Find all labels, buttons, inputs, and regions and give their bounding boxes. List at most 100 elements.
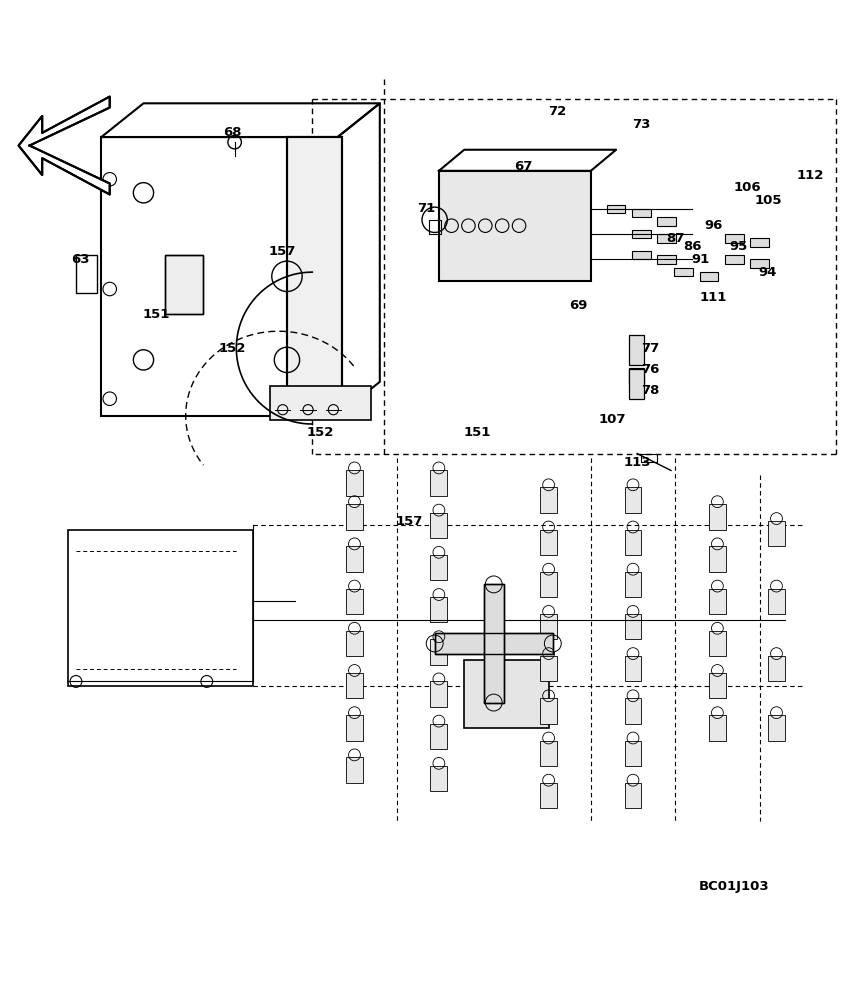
Bar — [725, 234, 744, 243]
Bar — [439, 171, 591, 281]
Bar — [287, 137, 342, 399]
Bar — [346, 546, 363, 572]
Text: 151: 151 — [463, 426, 490, 439]
Bar — [430, 724, 447, 749]
Bar — [700, 272, 718, 281]
Bar — [484, 584, 504, 703]
Bar — [632, 251, 651, 259]
Bar — [629, 335, 644, 365]
Polygon shape — [19, 97, 110, 194]
Bar — [709, 631, 726, 656]
Text: 107: 107 — [598, 413, 625, 426]
Bar — [625, 572, 641, 597]
Text: 106: 106 — [733, 181, 760, 194]
Bar — [270, 386, 371, 420]
Bar — [68, 530, 253, 686]
Text: 76: 76 — [641, 363, 659, 376]
Text: 69: 69 — [569, 299, 587, 312]
Bar — [76, 255, 97, 293]
Bar — [287, 137, 342, 399]
Bar — [607, 205, 625, 213]
Bar — [768, 715, 785, 741]
Text: 151: 151 — [143, 308, 170, 321]
Bar — [625, 614, 641, 639]
Bar — [430, 681, 447, 707]
Text: 112: 112 — [797, 169, 824, 182]
Bar — [657, 255, 676, 264]
Bar — [641, 454, 657, 462]
Text: 105: 105 — [755, 194, 782, 207]
Bar — [725, 255, 744, 264]
Bar — [657, 217, 676, 226]
Bar — [540, 783, 557, 808]
Bar — [709, 504, 726, 530]
Bar — [629, 368, 644, 384]
Bar — [540, 656, 557, 681]
Text: 77: 77 — [641, 342, 659, 355]
Bar — [346, 470, 363, 496]
Bar — [430, 597, 447, 622]
Bar — [101, 137, 338, 416]
Text: 94: 94 — [759, 266, 777, 279]
Bar — [165, 255, 203, 314]
Text: BC01J103: BC01J103 — [699, 880, 770, 893]
Bar — [625, 698, 641, 724]
Bar — [629, 369, 644, 399]
Text: 111: 111 — [700, 291, 727, 304]
Bar — [429, 220, 441, 234]
Text: 78: 78 — [641, 384, 659, 397]
Bar — [709, 715, 726, 741]
Bar — [540, 741, 557, 766]
Text: 113: 113 — [624, 456, 651, 469]
Text: 72: 72 — [548, 105, 566, 118]
Bar — [346, 589, 363, 614]
Bar — [657, 234, 676, 243]
Text: 87: 87 — [666, 232, 684, 245]
Bar — [540, 572, 557, 597]
Bar — [709, 546, 726, 572]
Text: 96: 96 — [704, 219, 722, 232]
Bar — [625, 741, 641, 766]
Bar — [464, 660, 549, 728]
Bar — [632, 209, 651, 217]
Bar — [430, 513, 447, 538]
Bar — [435, 633, 553, 654]
Text: 68: 68 — [223, 126, 241, 139]
Bar — [709, 673, 726, 698]
Bar — [674, 268, 693, 276]
Bar — [165, 255, 203, 314]
Text: 73: 73 — [632, 118, 651, 131]
Bar — [346, 715, 363, 741]
Bar — [625, 530, 641, 555]
Text: 67: 67 — [514, 160, 533, 173]
Bar — [709, 589, 726, 614]
Bar — [540, 530, 557, 555]
Bar — [768, 521, 785, 546]
Bar — [625, 783, 641, 808]
Bar — [346, 504, 363, 530]
Bar — [768, 656, 785, 681]
Text: 152: 152 — [219, 342, 246, 355]
Text: 91: 91 — [691, 253, 710, 266]
Text: 86: 86 — [683, 240, 701, 253]
Bar — [625, 656, 641, 681]
Text: 157: 157 — [396, 515, 423, 528]
Bar — [346, 631, 363, 656]
Bar — [435, 633, 553, 654]
Bar — [346, 757, 363, 783]
Bar — [430, 766, 447, 791]
Bar — [430, 555, 447, 580]
Bar — [540, 614, 557, 639]
Bar — [540, 487, 557, 513]
Bar — [346, 673, 363, 698]
Bar — [540, 698, 557, 724]
Text: 63: 63 — [71, 253, 89, 266]
Bar — [768, 589, 785, 614]
Bar — [750, 238, 769, 247]
Text: 95: 95 — [729, 240, 748, 253]
Bar — [484, 584, 504, 703]
Text: 71: 71 — [417, 202, 436, 215]
Bar — [750, 259, 769, 268]
Bar — [625, 487, 641, 513]
Text: 152: 152 — [307, 426, 334, 439]
